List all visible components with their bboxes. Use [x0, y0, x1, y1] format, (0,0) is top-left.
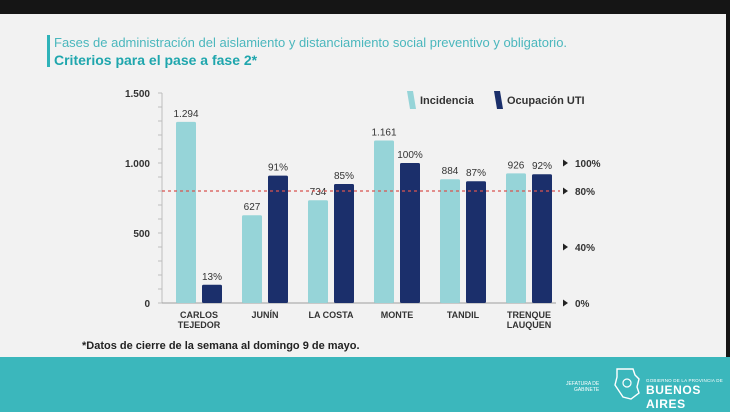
slide-subtitle: Criterios para el pase a fase 2*	[54, 52, 258, 68]
right-axis-tick-label: 0%	[575, 299, 590, 310]
incidencia-bar	[440, 179, 460, 303]
jefatura-logo-text: JEFATURA DE GABINETE	[566, 381, 599, 393]
category-label: LA COSTA	[309, 310, 354, 320]
incidencia-value-label: 884	[442, 166, 459, 177]
screen-border-right	[726, 0, 730, 412]
ocupacion-bar	[334, 184, 354, 303]
logo-title: BUENOS AIRES	[646, 383, 701, 411]
incidencia-bar	[374, 140, 394, 303]
ocupacion-bar	[466, 181, 486, 303]
category-label: JUNÍN	[251, 310, 278, 320]
incidencia-bar	[308, 200, 328, 303]
ocupacion-bar	[268, 175, 288, 303]
buenos-aires-logo: GOBIERNO DE LA PROVINCIA DE BUENOS AIRES	[646, 378, 730, 411]
footer-band	[0, 357, 730, 412]
incidencia-value-label: 926	[508, 160, 525, 171]
screen-border-top	[0, 0, 730, 14]
category-label: TEJEDOR	[178, 320, 221, 330]
left-axis-tick-label: 1.500	[125, 89, 150, 100]
category-label: CARLOS	[180, 310, 218, 320]
ocupacion-value-label: 13%	[202, 272, 222, 283]
ocupacion-bar	[202, 284, 222, 303]
title-accent-bar	[47, 35, 50, 67]
ocupacion-value-label: 85%	[334, 171, 354, 182]
province-map-icon	[614, 368, 640, 400]
right-axis-marker-icon	[563, 159, 568, 167]
incidencia-bar	[176, 121, 196, 303]
ocupacion-value-label: 91%	[268, 163, 288, 174]
incidencia-bar	[506, 173, 526, 303]
legend-ocupacion-swatch	[494, 91, 503, 109]
category-label: MONTE	[381, 310, 414, 320]
incidencia-value-label: 1.294	[173, 109, 198, 120]
category-label: LAUQUEN	[507, 320, 552, 330]
category-label: TRENQUE	[507, 310, 551, 320]
incidencia-value-label: 1.161	[371, 127, 396, 138]
right-axis-tick-label: 100%	[575, 159, 601, 170]
left-axis-tick-label: 500	[133, 229, 150, 240]
right-axis-marker-icon	[563, 243, 568, 251]
ocupacion-value-label: 87%	[466, 168, 486, 179]
left-axis-tick-label: 1.000	[125, 159, 150, 170]
incidencia-value-label: 734	[310, 187, 327, 198]
jefatura-line-2: GABINETE	[573, 387, 600, 393]
ocupacion-bar	[532, 174, 552, 303]
right-axis-tick-label: 80%	[575, 187, 595, 198]
legend-incidencia-swatch	[407, 91, 416, 109]
ocupacion-bar	[400, 163, 420, 303]
right-axis-marker-icon	[563, 187, 568, 195]
legend-ocupacion-label: Ocupación UTI	[507, 95, 585, 107]
incidencia-bar	[242, 215, 262, 303]
category-label: TANDIL	[447, 310, 480, 320]
ocupacion-value-label: 100%	[397, 150, 423, 161]
incidencia-value-label: 627	[244, 202, 261, 213]
logo-subtitle: GOBIERNO DE LA PROVINCIA DE	[646, 378, 723, 383]
slide-title: Fases de administración del aislamiento …	[54, 35, 568, 50]
right-axis-marker-icon	[563, 299, 568, 307]
jefatura-line-1: JEFATURA DE	[566, 381, 600, 387]
legend-incidencia-label: Incidencia	[420, 95, 475, 107]
ocupacion-value-label: 92%	[532, 161, 552, 172]
right-axis-tick-label: 40%	[575, 243, 595, 254]
left-axis-tick-label: 0	[144, 299, 150, 310]
footnote: *Datos de cierre de la semana al domingo…	[82, 340, 360, 352]
